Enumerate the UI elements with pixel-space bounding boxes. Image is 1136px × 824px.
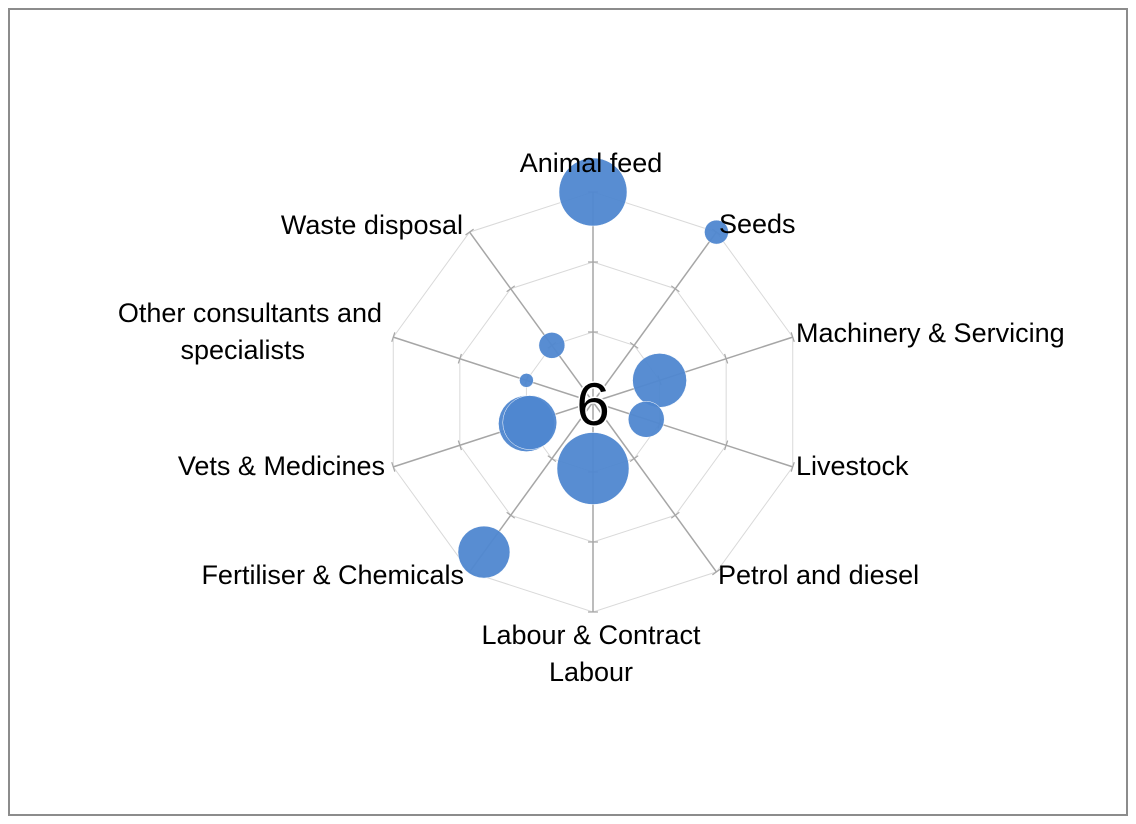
spoke-tick bbox=[790, 332, 795, 343]
bubble-point bbox=[502, 395, 558, 450]
bubble-point bbox=[457, 525, 511, 579]
spoke-tick bbox=[724, 353, 729, 364]
spoke-tick bbox=[670, 285, 680, 293]
category-label: Other consultants and specialists bbox=[118, 298, 382, 365]
category-label: Livestock bbox=[796, 451, 909, 481]
spoke-tick bbox=[457, 440, 462, 451]
bubble-point bbox=[704, 219, 729, 245]
category-label: Waste disposal bbox=[281, 210, 463, 240]
spoke-tick bbox=[391, 332, 396, 343]
chart-frame bbox=[8, 8, 1128, 816]
spoke-tick bbox=[391, 461, 396, 472]
bubble-point bbox=[519, 373, 534, 388]
bubble-point bbox=[556, 432, 630, 505]
bubble-point bbox=[558, 157, 628, 227]
bubble-point bbox=[538, 332, 566, 359]
spoke-tick bbox=[712, 568, 721, 576]
radar-spoke bbox=[468, 231, 594, 403]
category-label: Labour & Contract Labour bbox=[481, 620, 701, 687]
bubble-point bbox=[632, 353, 687, 408]
category-label: Fertiliser & Chemicals bbox=[201, 560, 464, 590]
spoke-tick bbox=[506, 511, 516, 519]
spoke-tick bbox=[547, 455, 557, 463]
radar-spoke bbox=[592, 336, 793, 403]
spoke-tick bbox=[629, 341, 639, 349]
category-label: Seeds bbox=[719, 209, 796, 239]
category-label: Animal feed bbox=[520, 148, 663, 178]
category-label: Machinery & Servicing bbox=[796, 318, 1065, 348]
spoke-tick bbox=[790, 461, 795, 472]
spoke-tick bbox=[724, 440, 729, 451]
category-label: Petrol and diesel bbox=[718, 560, 919, 590]
category-label: Vets & Medicines bbox=[178, 451, 385, 481]
radar-spoke bbox=[592, 401, 793, 468]
spoke-tick bbox=[457, 353, 462, 364]
radar-spoke bbox=[393, 336, 594, 403]
radar-spoke bbox=[393, 401, 594, 468]
bubble-point bbox=[628, 401, 665, 438]
radar-spoke bbox=[592, 401, 718, 573]
spoke-tick bbox=[465, 228, 474, 236]
spoke-tick bbox=[670, 511, 680, 519]
category-labels: Animal feed Seeds Machinery & Servicing Liv… bbox=[118, 148, 1065, 687]
bubble-series bbox=[457, 157, 729, 579]
spoke-tick bbox=[506, 285, 516, 293]
center-value-label: 6 bbox=[576, 371, 609, 438]
spoke-tick bbox=[629, 455, 639, 463]
radar-spoke bbox=[592, 231, 718, 403]
